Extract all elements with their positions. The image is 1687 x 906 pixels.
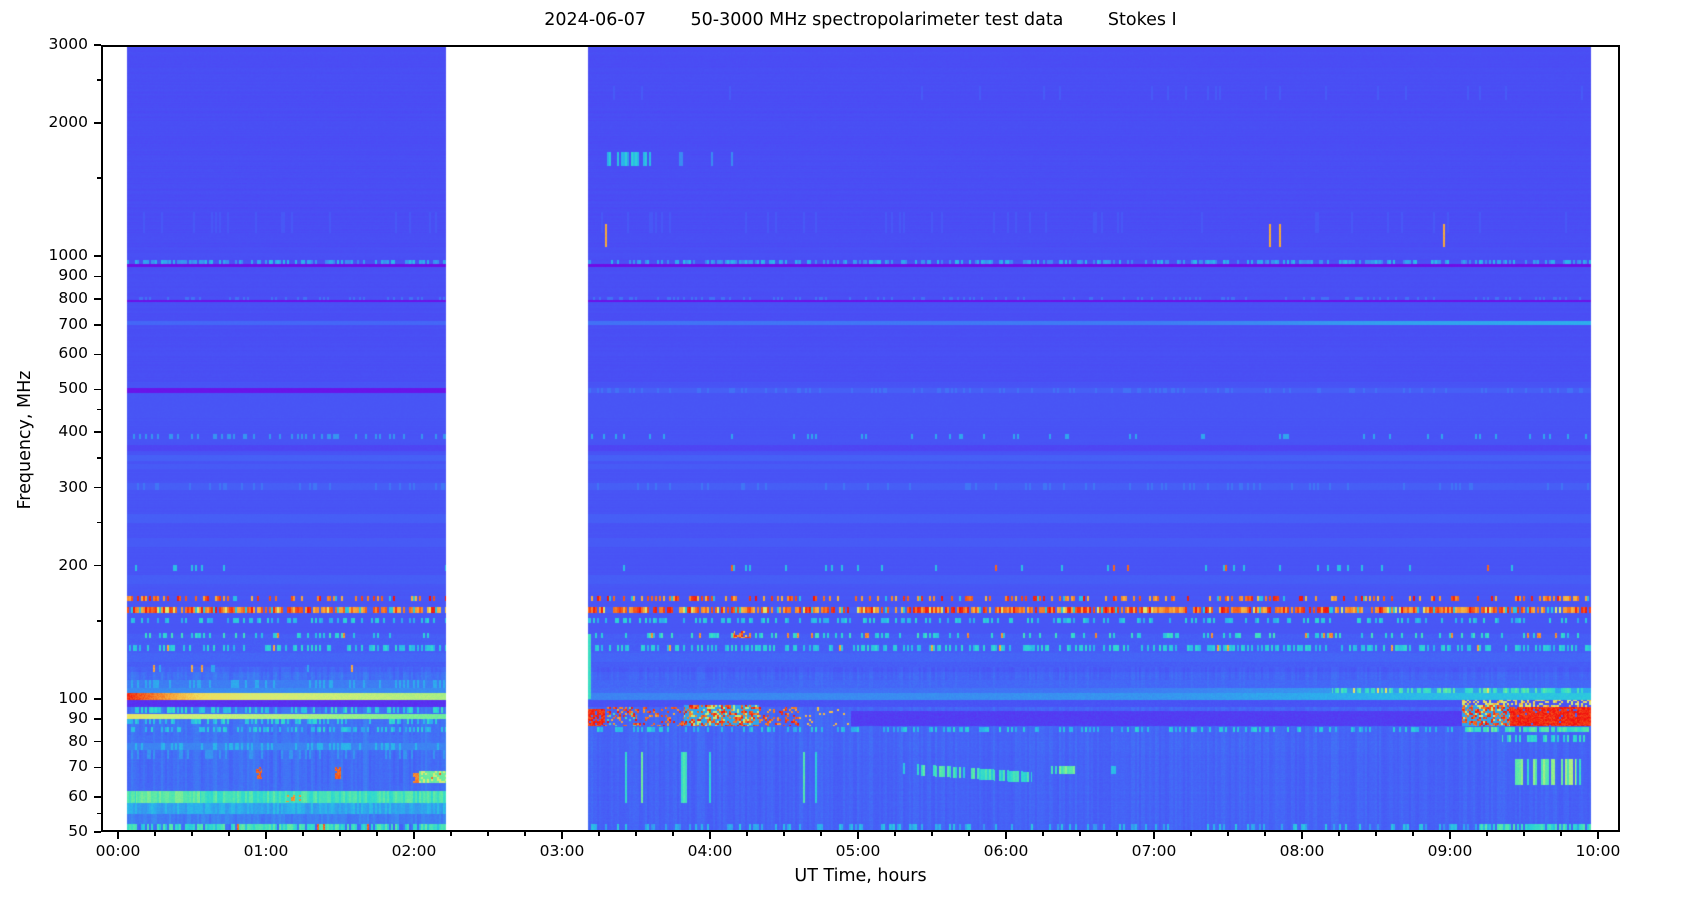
y-major-tick	[94, 431, 101, 434]
x-tick-label: 10:00	[1575, 842, 1621, 860]
y-minor-tick	[97, 177, 101, 180]
y-tick-label: 3000	[48, 35, 88, 53]
x-minor-tick	[1412, 832, 1414, 836]
spectrogram-canvas	[101, 45, 1620, 832]
y-minor-tick	[97, 408, 101, 411]
x-major-tick	[561, 832, 563, 839]
y-tick-label: 900	[58, 266, 88, 285]
x-major-tick	[1153, 832, 1155, 839]
x-minor-tick	[1560, 832, 1562, 836]
y-major-tick	[94, 796, 101, 798]
y-tick-label: 400	[58, 422, 88, 441]
y-minor-tick	[97, 457, 101, 459]
y-tick-label: 80	[68, 731, 88, 750]
x-major-tick	[1005, 832, 1007, 839]
x-minor-tick	[894, 832, 896, 836]
x-major-tick	[709, 832, 711, 839]
y-minor-tick	[97, 812, 101, 815]
y-tick-label: 800	[58, 289, 88, 308]
y-tick-label: 700	[58, 314, 88, 333]
y-minor-tick	[97, 620, 101, 622]
x-minor-tick	[524, 832, 526, 836]
x-major-tick	[117, 832, 119, 839]
x-minor-tick	[598, 832, 600, 836]
x-minor-tick	[302, 832, 304, 836]
x-major-tick	[857, 832, 859, 839]
x-minor-tick	[746, 832, 748, 836]
x-minor-tick	[1042, 832, 1044, 836]
x-minor-tick	[228, 832, 230, 836]
x-minor-tick	[820, 832, 822, 836]
y-tick-label: 60	[68, 786, 88, 805]
y-major-tick	[94, 388, 101, 391]
y-tick-label: 600	[58, 344, 88, 363]
y-major-tick	[94, 697, 101, 700]
x-minor-tick	[191, 832, 193, 836]
x-major-tick	[265, 832, 267, 839]
y-major-tick	[94, 353, 101, 356]
x-minor-tick	[1338, 832, 1340, 836]
x-minor-tick	[154, 832, 156, 836]
x-minor-tick	[672, 832, 674, 836]
x-minor-tick	[635, 832, 637, 836]
y-tick-label: 2000	[48, 112, 88, 131]
x-minor-tick	[450, 832, 452, 836]
x-minor-tick	[1190, 832, 1192, 836]
y-tick-label: 70	[68, 757, 88, 776]
y-major-tick	[94, 831, 101, 833]
y-axis-label: Frequency, MHz	[15, 370, 35, 510]
y-tick-label: 300	[58, 477, 88, 496]
y-major-tick	[94, 766, 101, 769]
y-tick-label: 90	[68, 709, 88, 728]
y-tick-label: 1000	[48, 246, 88, 265]
x-major-tick	[413, 832, 415, 839]
x-major-tick	[1449, 832, 1451, 839]
y-major-tick	[94, 486, 101, 489]
x-axis-label: UT Time, hours	[794, 866, 927, 886]
x-tick-label: 04:00	[687, 842, 733, 860]
x-major-tick	[1301, 832, 1303, 839]
y-tick-label: 200	[58, 555, 88, 574]
y-minor-tick	[97, 521, 101, 524]
x-tick-label: 06:00	[983, 842, 1029, 860]
x-minor-tick	[1523, 832, 1525, 836]
y-major-tick	[94, 323, 101, 326]
x-minor-tick	[1375, 832, 1377, 836]
x-minor-tick	[1116, 832, 1118, 836]
y-major-tick	[94, 122, 101, 124]
x-minor-tick	[339, 832, 341, 836]
x-minor-tick	[487, 832, 489, 836]
plot-title: 2024-06-07 50-3000 MHz spectropolarimete…	[544, 10, 1177, 30]
y-minor-tick	[97, 79, 101, 81]
x-tick-label: 00:00	[95, 842, 141, 860]
x-minor-tick	[783, 832, 785, 836]
x-tick-label: 02:00	[391, 842, 437, 860]
y-tick-label: 100	[58, 688, 88, 707]
x-major-tick	[1597, 832, 1599, 839]
x-tick-label: 07:00	[1131, 842, 1177, 860]
y-major-tick	[94, 275, 101, 278]
y-major-tick	[94, 718, 101, 720]
y-major-tick	[94, 298, 101, 300]
x-minor-tick	[1486, 832, 1488, 836]
x-minor-tick	[931, 832, 933, 836]
y-major-tick	[94, 740, 101, 743]
y-tick-label: 50	[68, 822, 88, 840]
x-minor-tick	[1079, 832, 1081, 836]
y-tick-label: 500	[58, 379, 88, 398]
x-tick-label: 03:00	[539, 842, 585, 860]
x-tick-label: 01:00	[243, 842, 289, 860]
y-major-tick	[94, 564, 101, 567]
y-major-tick	[94, 44, 101, 46]
x-tick-label: 08:00	[1279, 842, 1325, 860]
x-minor-tick	[1264, 832, 1266, 836]
y-major-tick	[94, 255, 101, 257]
x-tick-label: 09:00	[1427, 842, 1473, 860]
x-minor-tick	[1227, 832, 1229, 836]
x-minor-tick	[968, 832, 970, 836]
x-tick-label: 05:00	[835, 842, 881, 860]
x-minor-tick	[376, 832, 378, 836]
